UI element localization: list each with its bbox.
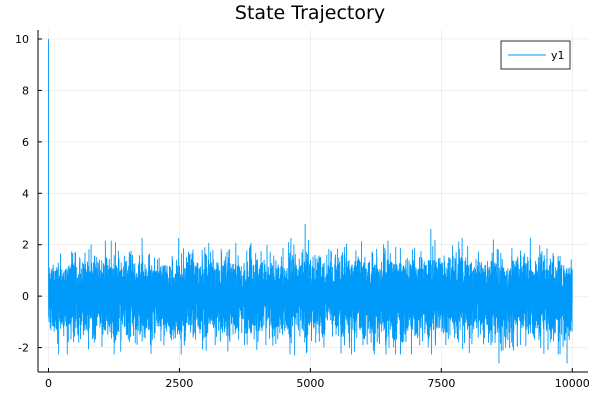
y-tick-label: 10 xyxy=(15,33,29,46)
axis-layer: 0 2500 5000 7500 10000 -2 0 2 4 6 8 10 xyxy=(15,30,590,390)
series-layer xyxy=(48,38,573,364)
y-tick-label: 2 xyxy=(22,239,29,252)
x-tick-label: 10000 xyxy=(555,377,590,390)
y-tick-label: 6 xyxy=(22,136,29,149)
x-tick-label: 2500 xyxy=(165,377,193,390)
chart-title: State Trajectory xyxy=(235,2,385,24)
x-tick-label: 5000 xyxy=(296,377,324,390)
series-line-y1 xyxy=(48,38,573,364)
y-tick-label: 0 xyxy=(22,290,29,303)
y-tick-label: 4 xyxy=(22,187,29,200)
x-tick-label: 7500 xyxy=(427,377,455,390)
legend-label: y1 xyxy=(551,49,565,62)
legend: y1 xyxy=(500,40,571,70)
x-tick-label: 0 xyxy=(45,377,52,390)
y-tick-label: -2 xyxy=(18,342,29,355)
y-tick-label: 8 xyxy=(22,84,29,97)
